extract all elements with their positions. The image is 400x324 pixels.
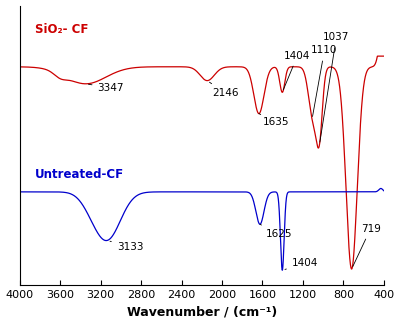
Text: 1404: 1404 [285, 259, 318, 270]
Text: 719: 719 [353, 224, 380, 267]
Text: Untreated-CF: Untreated-CF [35, 168, 124, 181]
Text: 1404: 1404 [283, 51, 310, 90]
Text: 1110: 1110 [311, 45, 338, 116]
Text: 1625: 1625 [260, 224, 292, 239]
X-axis label: Wavenumber / (cm⁻¹): Wavenumber / (cm⁻¹) [127, 306, 277, 318]
Text: 1037: 1037 [320, 32, 350, 142]
Text: 3133: 3133 [110, 241, 143, 252]
Text: 3347: 3347 [88, 83, 124, 93]
Text: 1635: 1635 [259, 114, 289, 127]
Text: SiO₂- CF: SiO₂- CF [35, 23, 88, 36]
Text: 2146: 2146 [210, 82, 238, 98]
